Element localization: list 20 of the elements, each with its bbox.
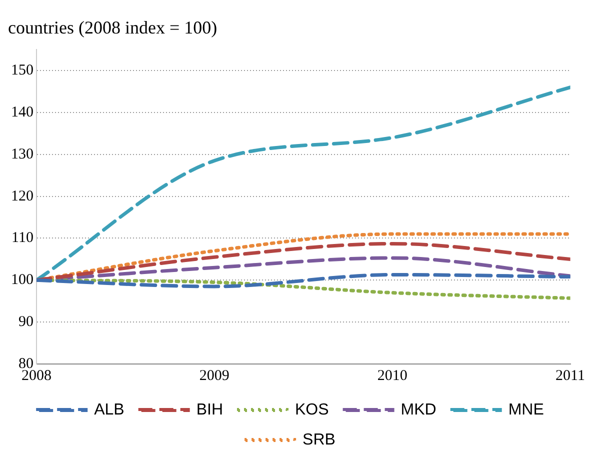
legend-label: MKD	[400, 401, 436, 418]
y-tick-label: 90	[18, 314, 34, 330]
y-tick-label: 150	[11, 62, 34, 78]
legend-label: MNE	[508, 401, 544, 418]
x-tick-label: 2010	[377, 368, 408, 384]
x-tick-label: 2008	[22, 368, 52, 384]
y-tick-label: 100	[11, 272, 34, 288]
x-tick-label: 2011	[556, 368, 586, 384]
line-series	[36, 272, 570, 288]
legend-label: BIH	[196, 401, 224, 418]
y-tick-label: 140	[11, 104, 34, 120]
legend-label: KOS	[295, 401, 329, 418]
chart-title: countries (2008 index = 100)	[8, 18, 218, 38]
line-series	[36, 242, 570, 282]
y-tick-label: 120	[11, 188, 34, 204]
y-tick-label: 130	[11, 146, 34, 162]
x-tick-label: 2009	[199, 368, 230, 384]
legend-label: ALB	[94, 401, 124, 418]
y-tick-label: 110	[12, 230, 34, 246]
legend-label: SRB	[302, 431, 336, 448]
